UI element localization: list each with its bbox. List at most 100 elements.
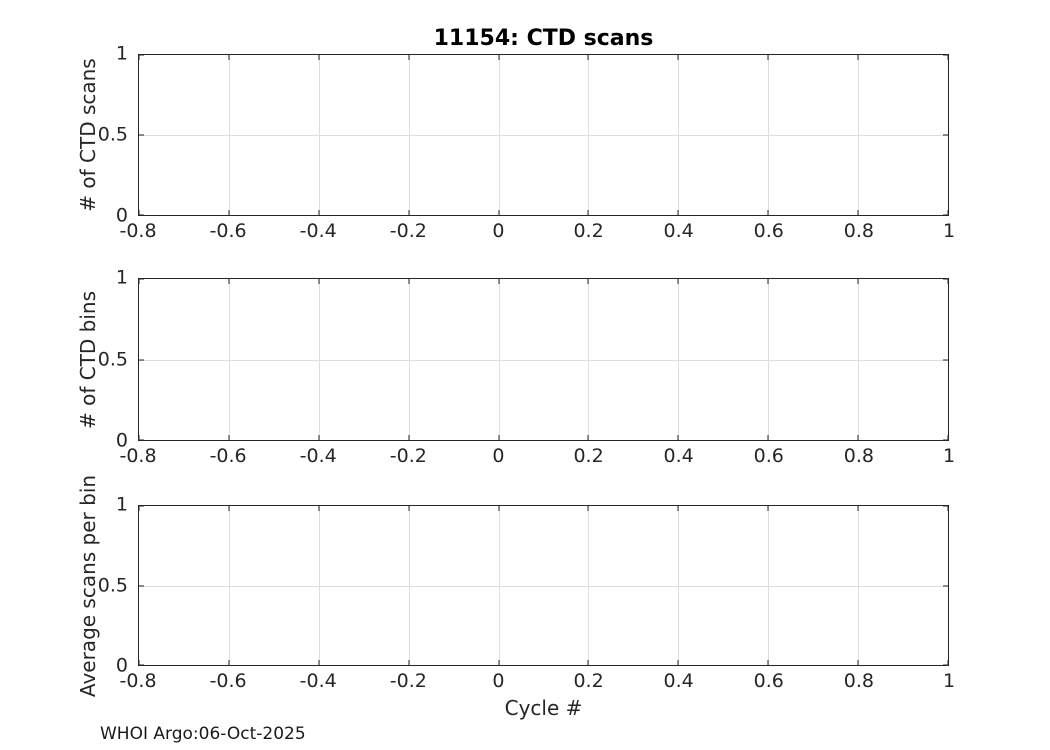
y-tick-mark <box>943 585 948 586</box>
x-tick-mark <box>587 55 589 60</box>
x-tick-label: -0.8 <box>119 220 157 242</box>
x-tick-mark <box>318 279 320 284</box>
x-tick-label: 0.6 <box>753 445 784 467</box>
x-tick-label: 0.8 <box>843 220 874 242</box>
y-gridline <box>139 135 948 136</box>
y-tick-mark <box>139 439 144 441</box>
x-tick-label: 0 <box>492 670 505 692</box>
x-tick-mark <box>138 55 140 60</box>
y-tick-labels: 0 0.5 1 <box>0 268 128 450</box>
x-tick-mark <box>408 435 410 440</box>
x-tick-label: 0.4 <box>663 670 694 692</box>
x-tick-mark <box>677 660 679 665</box>
x-tick-label: 1 <box>942 220 956 242</box>
x-tick-mark <box>318 660 320 665</box>
x-tick-mark <box>498 210 500 215</box>
x-tick-mark <box>228 55 230 60</box>
y-tick-mark <box>943 214 948 216</box>
watermark-text: WHOI Argo:06-Oct-2025 <box>100 724 306 744</box>
x-tick-mark <box>767 210 769 215</box>
x-tick-label: 0.8 <box>843 445 874 467</box>
x-tick-label: 0.8 <box>843 670 874 692</box>
x-tick-mark <box>408 279 410 284</box>
x-tick-mark <box>677 435 679 440</box>
x-tick-mark <box>228 660 230 665</box>
x-tick-mark <box>498 55 500 60</box>
x-tick-mark <box>767 660 769 665</box>
x-tick-label: 0.6 <box>753 670 784 692</box>
x-tick-mark <box>857 55 859 60</box>
x-tick-label: 0.4 <box>663 445 694 467</box>
y-tick-label: 0 <box>115 654 128 677</box>
x-tick-mark <box>408 506 410 511</box>
x-tick-labels: -0.8 -0.6 -0.4 -0.2 0 0.2 0.4 0.6 0.8 1 <box>119 220 955 244</box>
y-tick-label: 0 <box>115 204 128 227</box>
figure-title: 11154: CTD scans <box>433 26 654 51</box>
x-tick-mark <box>138 279 140 284</box>
x-tick-mark <box>587 506 589 511</box>
x-tick-mark <box>498 435 500 440</box>
y-tick-mark <box>943 439 948 441</box>
y-tick-mark <box>943 278 948 280</box>
x-tick-mark <box>767 279 769 284</box>
x-tick-mark <box>677 55 679 60</box>
plot-area <box>138 505 949 666</box>
x-tick-mark <box>318 506 320 511</box>
x-tick-mark <box>318 435 320 440</box>
x-tick-label: -0.2 <box>389 670 427 692</box>
y-tick-mark <box>139 664 144 666</box>
x-tick-mark <box>138 435 140 440</box>
x-tick-label: -0.8 <box>119 445 157 467</box>
y-tick-label: 1 <box>115 42 128 65</box>
x-tick-mark <box>767 435 769 440</box>
y-tick-label: 0 <box>115 429 128 452</box>
x-tick-mark <box>947 506 949 511</box>
x-tick-label: -0.6 <box>209 220 247 242</box>
x-tick-mark <box>947 660 949 665</box>
x-tick-label: 1 <box>942 670 956 692</box>
subplot-num-ctd-scans: # of CTD scans 0 0.5 1 -0.8 -0.6 -0.4 -0.2 0 0.… <box>0 44 1050 242</box>
x-tick-mark <box>498 660 500 665</box>
x-tick-label: 0.2 <box>573 670 604 692</box>
x-tick-label: -0.2 <box>389 445 427 467</box>
x-tick-label: 0 <box>492 220 505 242</box>
x-tick-mark <box>498 279 500 284</box>
x-tick-label: 0.4 <box>663 220 694 242</box>
x-tick-mark <box>228 506 230 511</box>
x-tick-mark <box>587 660 589 665</box>
x-tick-mark <box>318 210 320 215</box>
x-tick-mark <box>587 279 589 284</box>
x-tick-mark <box>857 506 859 511</box>
x-tick-mark <box>947 279 949 284</box>
y-tick-mark <box>139 278 144 280</box>
x-tick-labels: -0.8 -0.6 -0.4 -0.2 0 0.2 0.4 0.6 0.8 1 <box>119 670 955 694</box>
x-tick-mark <box>857 660 859 665</box>
x-tick-label: 0.2 <box>573 220 604 242</box>
subplot-num-ctd-bins: # of CTD bins 0 0.5 1 -0.8 -0.6 -0.4 -0.2 0 0.2… <box>0 268 1050 467</box>
x-tick-mark <box>228 210 230 215</box>
x-tick-mark <box>228 435 230 440</box>
x-tick-mark <box>408 660 410 665</box>
x-tick-mark <box>857 435 859 440</box>
y-tick-mark <box>139 505 144 507</box>
x-tick-label: 0 <box>492 445 505 467</box>
x-tick-label: 0.2 <box>573 445 604 467</box>
y-gridline <box>139 359 948 361</box>
x-tick-mark <box>677 506 679 511</box>
y-tick-mark <box>139 134 144 136</box>
y-gridline <box>139 585 948 587</box>
x-tick-mark <box>767 506 769 511</box>
y-tick-label: 1 <box>115 266 128 289</box>
x-tick-label: -0.6 <box>209 670 247 692</box>
y-tick-mark <box>943 359 948 360</box>
x-tick-mark <box>228 279 230 284</box>
y-tick-mark <box>139 54 144 56</box>
x-axis-title: Cycle # <box>504 696 583 720</box>
y-tick-mark <box>139 214 144 216</box>
y-tick-mark <box>943 664 948 666</box>
x-tick-mark <box>947 55 949 60</box>
x-tick-mark <box>587 210 589 215</box>
x-tick-mark <box>947 210 949 215</box>
x-tick-mark <box>587 435 589 440</box>
